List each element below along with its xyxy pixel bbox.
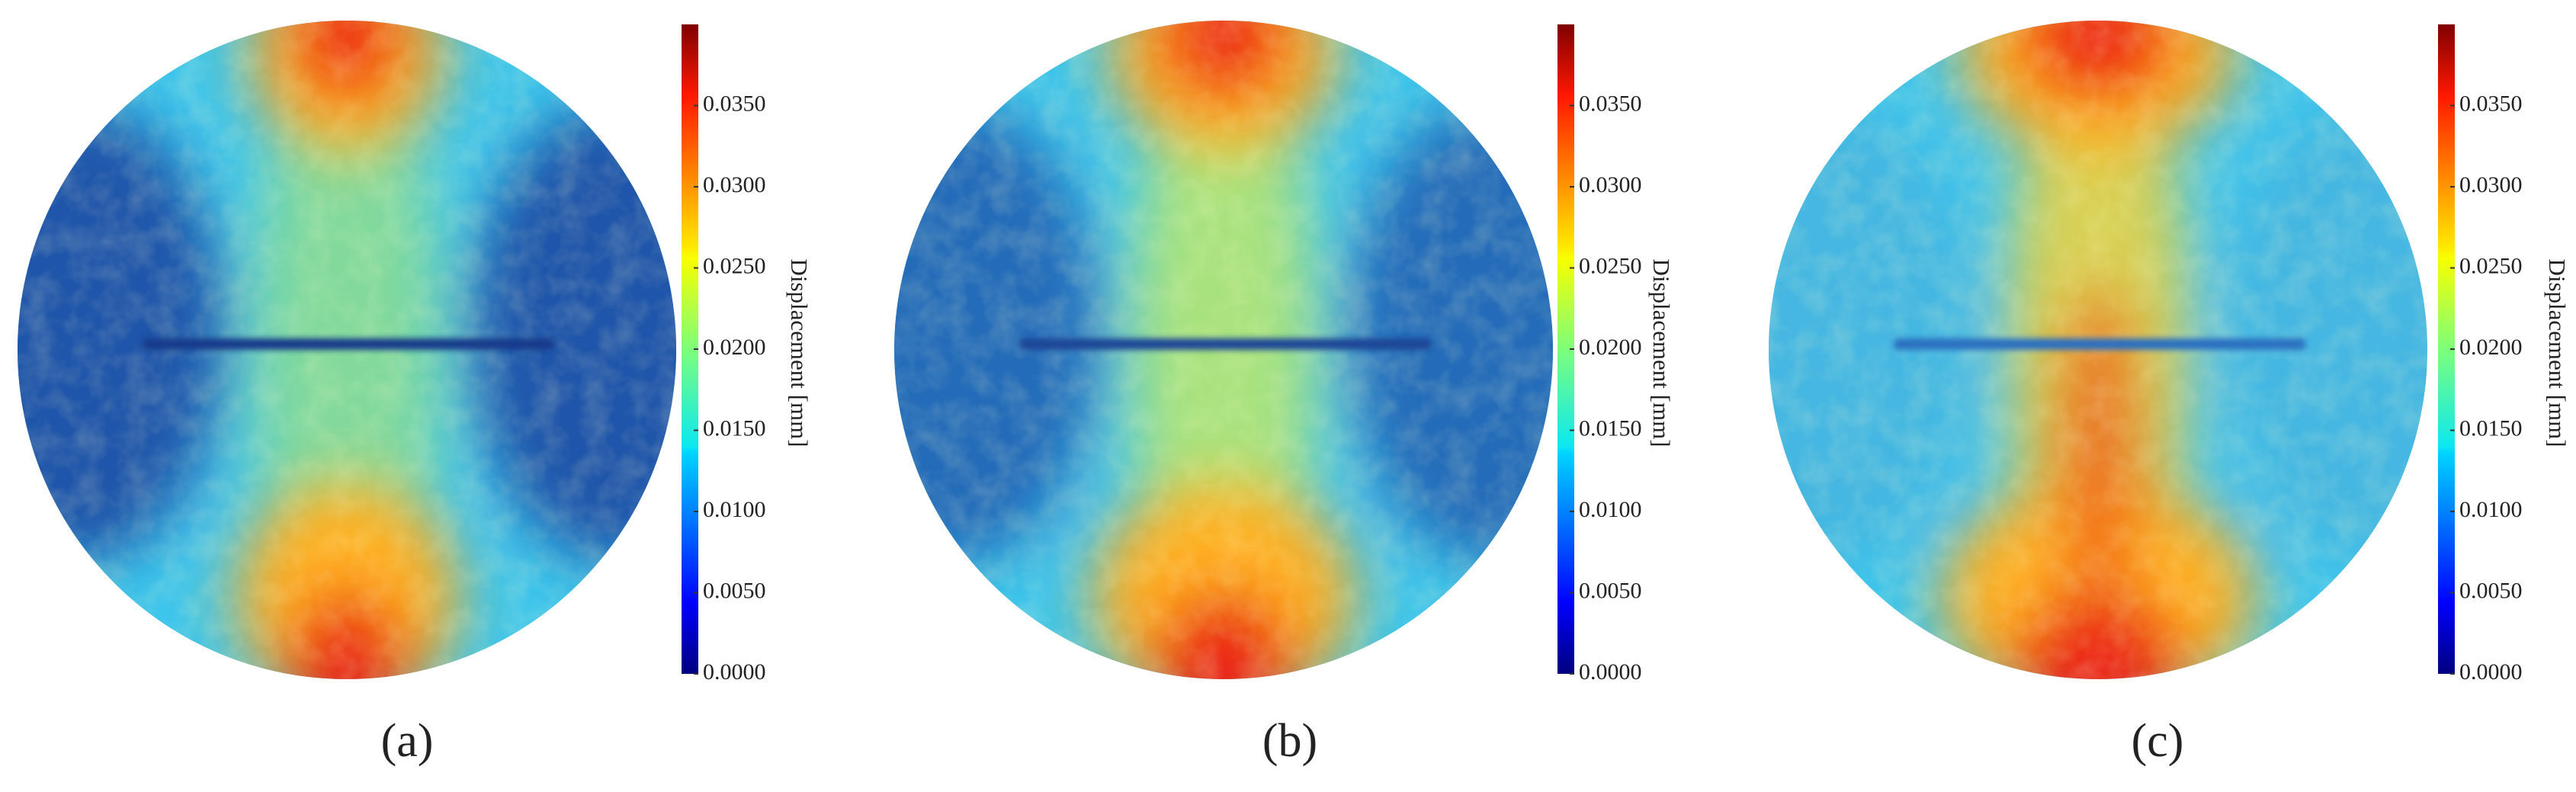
tick-label: 0.0250 [703, 253, 766, 278]
tick-label: 0.0200 [2459, 335, 2523, 360]
displacement-field [18, 21, 676, 679]
tick-label: 0.0050 [1579, 578, 1642, 603]
tick-label: 0.0000 [2459, 659, 2523, 685]
panel: 0.0000 0.0050 0.0100 0.0150 0.0200 0.0250 0.03… [894, 21, 1675, 767]
tick-label: 0.0200 [703, 335, 766, 360]
caption: (b) [1262, 715, 1317, 767]
tick-label: 0.0350 [2459, 91, 2523, 116]
tick-label: 0.0100 [2459, 497, 2523, 522]
panel: 0.0000 0.0050 0.0100 0.0150 0.0200 0.0250 0.03… [18, 21, 813, 767]
axis-label: Displacement [mm] [1648, 258, 1675, 447]
displacement-field [894, 21, 1553, 679]
axis-label: Displacement [mm] [786, 258, 813, 447]
tick-label: 0.0250 [1579, 253, 1642, 278]
tick-label: 0.0250 [2459, 253, 2523, 278]
axis-label: Displacement [mm] [2544, 258, 2571, 447]
tick-label: 0.0150 [2459, 415, 2523, 441]
tick-label: 0.0300 [1579, 172, 1642, 197]
caption: (c) [2132, 715, 2184, 767]
panel: 0.0000 0.0050 0.0100 0.0150 0.0200 0.0250 0.03… [1769, 21, 2571, 767]
tick-label: 0.0000 [703, 659, 766, 685]
tick-label: 0.0050 [703, 578, 766, 603]
tick-label: 0.0100 [703, 497, 766, 522]
tick-label: 0.0150 [1579, 415, 1642, 441]
tick-label: 0.0000 [1579, 659, 1642, 685]
tick-label: 0.0300 [2459, 172, 2523, 197]
tick-label: 0.0150 [703, 415, 766, 441]
tick-label: 0.0100 [1579, 497, 1642, 522]
tick-label: 0.0200 [1579, 335, 1642, 360]
tick-label: 0.0350 [703, 91, 766, 116]
tick-label: 0.0300 [703, 172, 766, 197]
tick-label: 0.0350 [1579, 91, 1642, 116]
displacement-field [1769, 21, 2427, 679]
caption: (a) [381, 715, 434, 767]
tick-label: 0.0050 [2459, 578, 2523, 603]
